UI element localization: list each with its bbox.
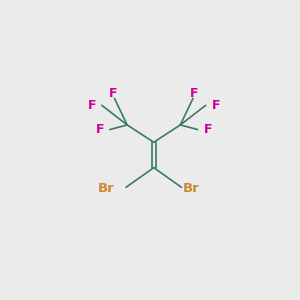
Text: F: F xyxy=(96,123,104,136)
Text: F: F xyxy=(203,123,212,136)
Text: F: F xyxy=(109,87,118,100)
Text: F: F xyxy=(190,87,198,100)
Text: F: F xyxy=(88,99,96,112)
Text: F: F xyxy=(212,99,220,112)
Text: Br: Br xyxy=(183,182,200,195)
Text: Br: Br xyxy=(98,182,115,195)
